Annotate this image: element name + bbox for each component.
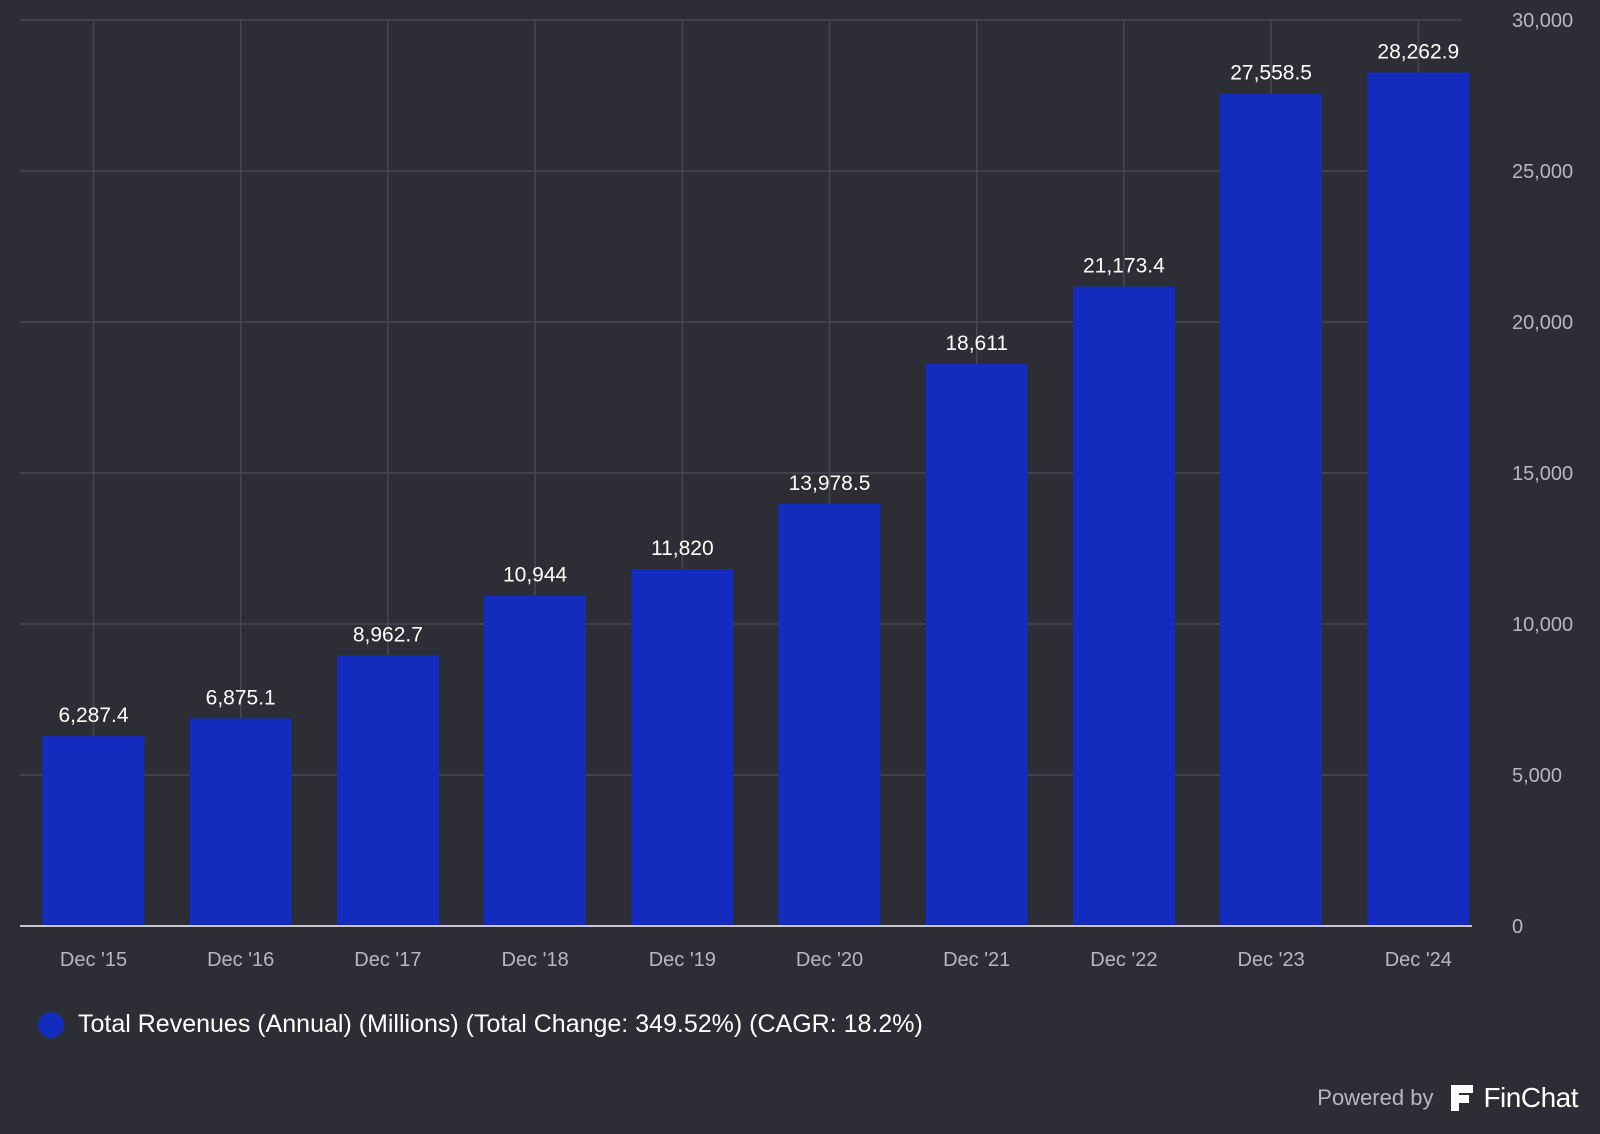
x-tick-label: Dec '19 bbox=[649, 949, 716, 971]
y-tick-label: 25,000 bbox=[1512, 161, 1573, 183]
y-tick-label: 10,000 bbox=[1512, 614, 1573, 636]
bar bbox=[1220, 93, 1323, 927]
bar bbox=[42, 736, 145, 926]
x-tick-label: Dec '17 bbox=[354, 949, 421, 971]
finchat-logo-icon bbox=[1451, 1085, 1474, 1111]
bar bbox=[925, 363, 1028, 926]
y-tick-label: 20,000 bbox=[1512, 312, 1573, 334]
data-label: 10,944 bbox=[503, 563, 568, 586]
data-label: 27,558.5 bbox=[1230, 62, 1312, 85]
data-label: 6,287.4 bbox=[58, 704, 128, 727]
bar bbox=[1367, 72, 1470, 926]
data-label: 28,262.9 bbox=[1377, 40, 1459, 63]
data-label: 6,875.1 bbox=[206, 686, 276, 709]
revenue-bar-chart: 0 5,000 10,000 15,000 20,000 25,000 30,000 6,28… bbox=[20, 10, 1573, 971]
finchat-brand-name: FinChat bbox=[1483, 1082, 1578, 1113]
data-label: 18,611 bbox=[945, 332, 1008, 355]
legend-circle-icon bbox=[38, 1011, 64, 1038]
data-label: 13,978.5 bbox=[789, 472, 871, 495]
x-tick-label: Dec '15 bbox=[60, 949, 127, 971]
x-tick-label: Dec '24 bbox=[1385, 949, 1452, 971]
bar bbox=[336, 655, 439, 926]
x-tick-label: Dec '18 bbox=[502, 949, 569, 971]
y-tick-label: 15,000 bbox=[1512, 463, 1573, 485]
x-tick-label: Dec '16 bbox=[207, 949, 274, 971]
powered-by-text: Powered by bbox=[1317, 1085, 1434, 1110]
x-tick-label: Dec '22 bbox=[1090, 949, 1157, 971]
legend-label: Total Revenues (Annual) (Millions) (Tota… bbox=[78, 1010, 923, 1038]
bar bbox=[189, 718, 292, 926]
powered-by-footer[interactable]: Powered by FinChat bbox=[1317, 1082, 1578, 1114]
x-tick-label: Dec '21 bbox=[943, 949, 1010, 971]
y-tick-label: 30,000 bbox=[1512, 10, 1573, 32]
data-label: 11,820 bbox=[651, 537, 714, 560]
bar bbox=[1072, 286, 1175, 926]
x-tick-label: Dec '23 bbox=[1238, 949, 1305, 971]
bar bbox=[484, 595, 587, 926]
data-label: 8,962.7 bbox=[353, 623, 423, 646]
data-label: 21,173.4 bbox=[1083, 255, 1165, 278]
y-tick-label: 0 bbox=[1512, 916, 1523, 938]
bar bbox=[631, 569, 734, 926]
chart-legend[interactable]: Total Revenues (Annual) (Millions) (Tota… bbox=[38, 1010, 923, 1039]
y-tick-label: 5,000 bbox=[1512, 765, 1562, 787]
x-tick-label: Dec '20 bbox=[796, 949, 863, 971]
bar bbox=[778, 503, 881, 926]
